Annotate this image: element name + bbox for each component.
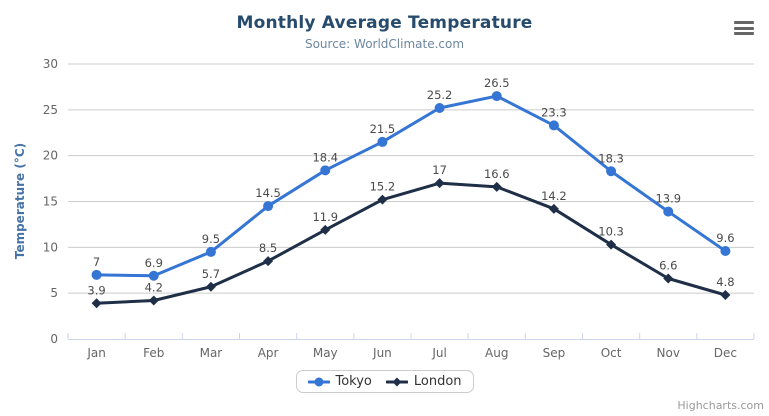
x-axis-category-label: Sep <box>543 346 566 360</box>
data-point-label: 21.5 <box>370 122 396 136</box>
legend-item-london[interactable]: London <box>385 374 462 389</box>
chart-subtitle: Source: WorldClimate.com <box>304 37 465 51</box>
data-point-label: 23.3 <box>541 105 567 119</box>
data-point-marker-london[interactable] <box>205 281 216 292</box>
data-point-label: 17 <box>432 163 447 177</box>
data-point-label: 11.9 <box>312 210 338 224</box>
data-point-label: 6.6 <box>659 259 677 273</box>
data-point-marker-london[interactable] <box>148 295 159 306</box>
data-point-marker-london[interactable] <box>263 256 274 267</box>
x-axis-category-label: Jun <box>372 346 392 360</box>
data-point-marker-london[interactable] <box>377 194 388 205</box>
data-point-marker-london[interactable] <box>320 224 331 235</box>
legend-label-tokyo: Tokyo <box>335 374 372 389</box>
menu-bar <box>734 26 754 30</box>
data-point-marker-london[interactable] <box>548 203 559 214</box>
x-axis-category-label: Mar <box>200 346 223 360</box>
data-point-label: 5.7 <box>202 267 220 281</box>
y-axis-tick-label: 30 <box>43 57 58 71</box>
x-axis-category-label: Aug <box>485 346 508 360</box>
data-point-label: 26.5 <box>484 76 510 90</box>
tokyo-legend-marker-icon <box>307 377 330 386</box>
x-axis-category-label: Feb <box>143 346 164 360</box>
y-axis-tick-label: 15 <box>43 195 58 209</box>
data-point-label: 8.5 <box>259 241 277 255</box>
data-point-label: 10.3 <box>598 225 624 239</box>
menu-bar <box>734 32 754 35</box>
legend: Tokyo London <box>295 370 474 393</box>
data-point-label: 7 <box>93 255 100 269</box>
london-legend-marker-icon <box>385 377 408 386</box>
data-point-label: 18.4 <box>312 150 338 164</box>
data-point-label: 18.3 <box>598 151 624 165</box>
data-point-marker-tokyo[interactable] <box>663 206 674 217</box>
data-point-marker-tokyo[interactable] <box>91 269 102 280</box>
y-axis-title: Temperature (°C) <box>13 142 27 260</box>
data-point-label: 13.9 <box>655 192 681 206</box>
data-point-label: 15.2 <box>370 180 396 194</box>
data-point-marker-tokyo[interactable] <box>263 201 274 212</box>
data-point-marker-tokyo[interactable] <box>148 270 159 281</box>
x-axis-category-label: Jul <box>431 346 446 360</box>
data-point-marker-london[interactable] <box>491 181 502 192</box>
data-point-label: 9.6 <box>716 231 734 245</box>
data-point-marker-london[interactable] <box>720 290 731 300</box>
y-axis-tick-label: 5 <box>50 286 58 300</box>
legend-item-tokyo[interactable]: Tokyo <box>307 374 372 389</box>
data-point-label: 9.5 <box>202 232 220 246</box>
data-point-marker-tokyo[interactable] <box>205 246 216 257</box>
data-point-label: 14.2 <box>541 189 567 203</box>
data-point-marker-london[interactable] <box>91 298 102 309</box>
highcharts-credit-link[interactable]: Highcharts.com <box>677 399 764 412</box>
data-point-marker-tokyo[interactable] <box>491 91 502 102</box>
data-point-marker-tokyo[interactable] <box>720 246 731 256</box>
data-point-marker-london[interactable] <box>434 178 445 189</box>
data-point-marker-london[interactable] <box>663 273 674 284</box>
data-point-marker-tokyo[interactable] <box>606 166 617 177</box>
data-point-marker-london[interactable] <box>606 239 617 250</box>
x-axis-category-label: Jan <box>86 346 106 360</box>
x-axis-category-label: Nov <box>657 346 680 360</box>
data-point-marker-tokyo[interactable] <box>377 136 388 147</box>
y-axis-tick-label: 10 <box>43 240 58 254</box>
data-point-marker-tokyo[interactable] <box>548 120 559 131</box>
data-point-label: 14.5 <box>255 186 281 200</box>
y-axis-tick-label: 25 <box>43 103 58 117</box>
data-point-label: 16.6 <box>484 167 510 181</box>
data-point-label: 25.2 <box>427 88 453 102</box>
data-point-label: 4.8 <box>716 275 734 289</box>
data-point-marker-tokyo[interactable] <box>320 165 331 176</box>
data-point-label: 6.9 <box>145 256 163 270</box>
x-axis-category-label: Apr <box>258 346 279 360</box>
legend-label-london: London <box>413 374 462 389</box>
x-axis-category-label: May <box>313 346 338 360</box>
menu-bar <box>734 21 754 24</box>
series-line-tokyo[interactable] <box>95 94 727 278</box>
data-point-label: 4.2 <box>145 281 163 295</box>
hamburger-menu-icon[interactable] <box>731 19 757 37</box>
x-axis-category-label: Oct <box>601 346 622 360</box>
chart-title: Monthly Average Temperature <box>236 13 533 33</box>
y-axis-tick-label: 20 <box>43 149 58 163</box>
series-line-london[interactable] <box>95 181 727 305</box>
y-axis-tick-label: 0 <box>50 332 58 346</box>
x-axis-category-label: Dec <box>714 346 737 360</box>
data-point-label: 3.9 <box>87 283 105 297</box>
data-point-marker-tokyo[interactable] <box>434 103 445 113</box>
